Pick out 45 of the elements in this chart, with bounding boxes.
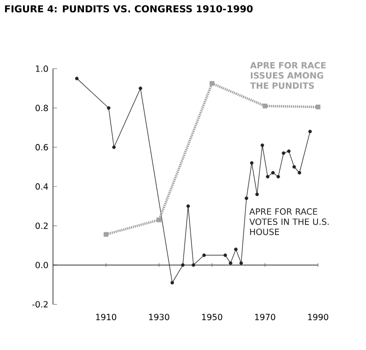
point <box>239 261 243 265</box>
series-label: APRE FOR RACE ISSUES AMONG THE PUNDITS <box>250 62 326 89</box>
y-tick-label: 0.8 <box>36 104 48 112</box>
point <box>308 130 312 134</box>
y-tick-label: 1.0 <box>36 66 48 72</box>
point <box>192 263 196 267</box>
point <box>170 280 174 284</box>
x-tick-label: 1950 <box>202 314 222 320</box>
y-tick-label: -0.2 <box>32 301 48 308</box>
point <box>202 253 206 257</box>
point <box>250 161 254 165</box>
point <box>292 165 296 169</box>
series-label: APRE FOR RACE VOTES IN THE U.S. HOUSE <box>249 208 329 236</box>
point <box>266 174 270 178</box>
point <box>271 171 275 174</box>
point <box>181 263 185 267</box>
point <box>228 261 232 265</box>
point <box>282 151 286 155</box>
point <box>298 171 302 174</box>
point <box>244 196 248 200</box>
point <box>75 76 79 80</box>
y-tick-label: 0.0 <box>36 262 48 268</box>
point <box>224 253 227 257</box>
point <box>156 218 162 222</box>
point <box>112 145 116 149</box>
point <box>255 192 259 196</box>
x-tick-label: 1910 <box>96 314 116 320</box>
point <box>186 204 190 208</box>
point <box>260 144 264 148</box>
point <box>287 149 291 153</box>
x-tick-label: 1990 <box>308 314 328 320</box>
point <box>104 232 108 237</box>
point <box>262 104 268 108</box>
point <box>316 104 320 110</box>
point <box>106 106 110 110</box>
y-tick-label: 0.6 <box>36 144 48 150</box>
x-tick-label: 1970 <box>255 314 276 320</box>
chart-title: FIGURE 4: PUNDITS VS. CONGRESS 1910-1990 <box>5 5 253 12</box>
point <box>276 174 280 178</box>
x-tick-label: 1930 <box>149 314 170 320</box>
y-tick-label: 0.2 <box>36 222 48 229</box>
point <box>138 86 142 90</box>
point <box>210 81 214 86</box>
y-tick-label: 0.4 <box>36 183 48 190</box>
point <box>234 248 238 252</box>
